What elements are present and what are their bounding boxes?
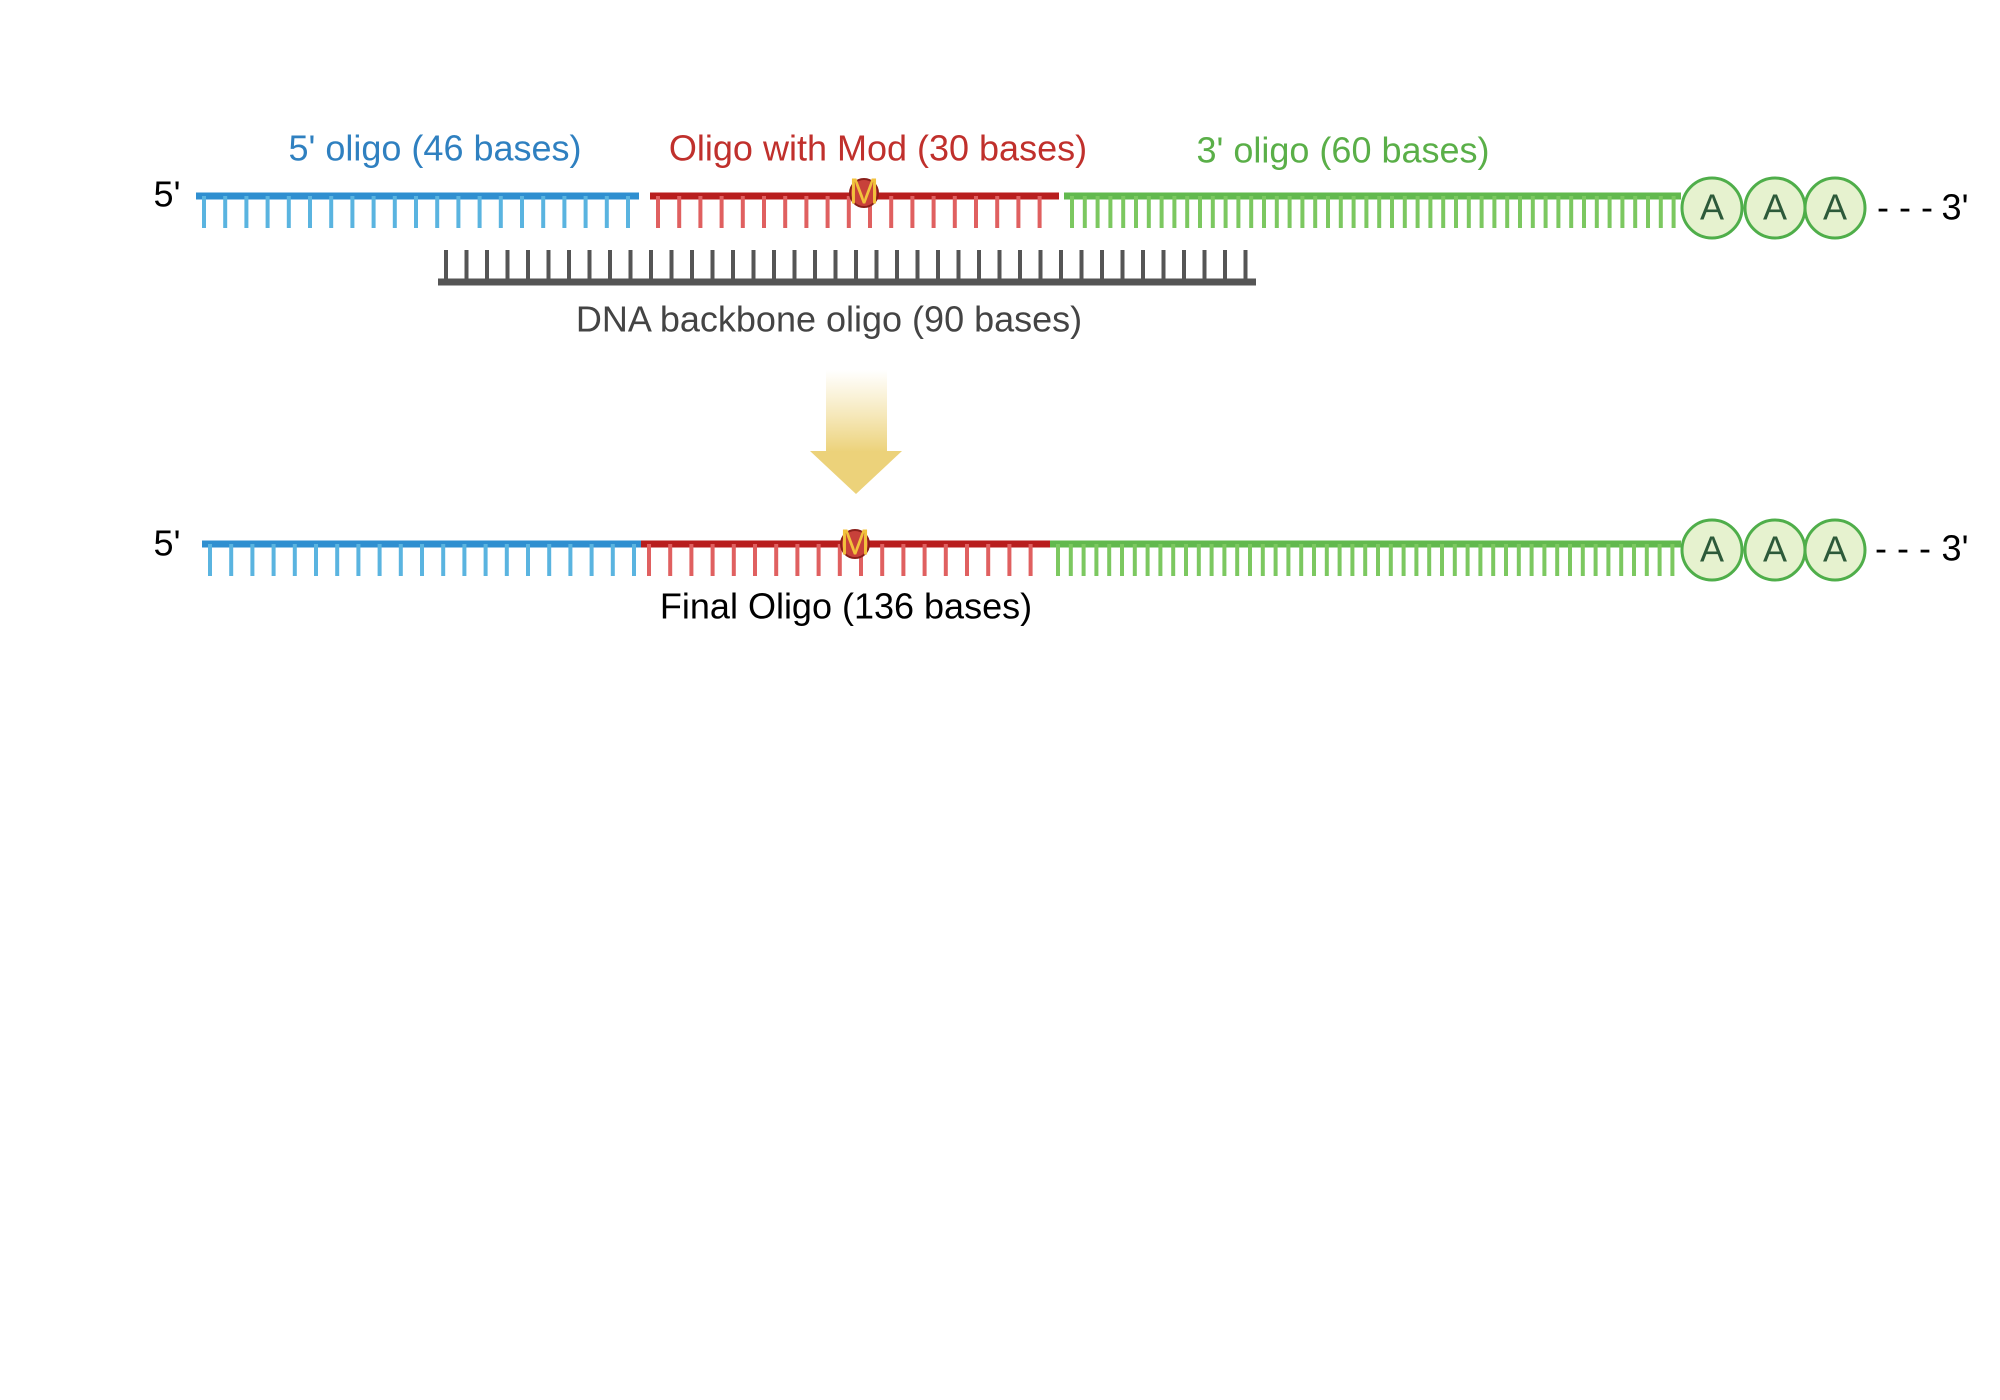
diagram-body: 5' oligo (46 bases) Oligo with Mod (30 b… [154,128,1969,627]
mod-marker [840,529,870,559]
end-label: 5' [154,523,181,564]
poly-a-circle [1680,518,1744,582]
segment-label: 3' oligo (60 bases) [1196,130,1489,171]
mod-label: M [849,171,879,212]
end-label: 5' [154,174,181,215]
tail: - - - [1875,528,1931,569]
mod-label: M [840,522,870,563]
poly-a-label: A [1763,187,1787,228]
segment-label: Oligo with Mod (30 bases) [669,128,1087,169]
poly-a-circle [1680,176,1744,240]
end-label: 3' [1942,187,1969,228]
end-label: 3' [1942,528,1969,569]
segment-label: 5' oligo (46 bases) [288,128,581,169]
poly-a-circle [1803,176,1867,240]
poly-a-label: A [1700,529,1724,570]
backbone-label: DNA backbone oligo (90 bases) [576,299,1082,340]
tail: - - - [1877,187,1933,228]
arrow-shaft [826,370,887,452]
arrow-head [810,451,902,494]
poly-a-label: A [1700,187,1724,228]
poly-a-label: A [1823,529,1847,570]
mod-marker [849,178,879,208]
poly-a-label: A [1763,529,1787,570]
poly-a-circle [1803,518,1867,582]
final-label: Final Oligo (136 bases) [660,586,1032,627]
poly-a-label: A [1823,187,1847,228]
